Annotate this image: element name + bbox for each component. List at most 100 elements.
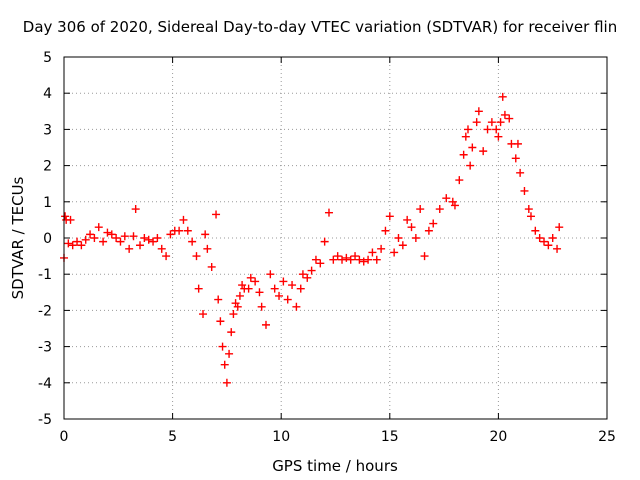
data-point [390,248,399,257]
data-point [218,342,227,351]
data-point [516,168,525,177]
data-point [498,92,507,101]
data-point [233,302,242,311]
data-point [311,255,320,264]
data-point [140,234,149,242]
data-point [136,241,145,250]
data-point [179,215,188,224]
x-tick-label: 25 [598,429,616,445]
data-point [526,212,535,221]
data-point [316,259,325,268]
data-point [429,219,438,228]
data-point [466,161,475,170]
data-point [329,255,338,264]
data-point [266,270,275,279]
data-point [188,237,197,246]
data-point [450,201,459,210]
data-point [246,273,255,282]
chart-title: Day 306 of 2020, Sidereal Day-to-day VTE… [22,18,618,36]
data-point [214,295,223,304]
data-point [492,125,501,134]
data-point [553,244,562,253]
y-tick-label: 1 [43,195,52,211]
data-point [381,226,390,235]
data-point [99,237,108,246]
y-tick-label: -1 [38,267,52,283]
data-point [149,237,158,246]
x-tick-label: 10 [272,429,290,445]
data-point [288,281,297,290]
data-point [144,235,153,244]
data-point [94,223,103,232]
data-point [442,194,451,203]
y-tick-label: 3 [43,122,52,138]
data-point [86,230,95,239]
data-point [275,291,284,300]
data-point [364,255,373,264]
data-point [166,230,175,239]
data-point [407,223,416,232]
data-point [320,237,329,246]
data-point [175,226,184,235]
x-tick-label: 5 [168,429,177,445]
y-axis-label: SDTVAR / TECUs [9,176,27,300]
data-point [459,150,468,159]
data-point [192,252,201,261]
data-point [183,226,192,235]
data-point [225,349,234,358]
data-point [548,234,557,242]
data-point [398,241,407,250]
data-point [255,288,264,297]
data-point [194,284,203,293]
data-point [346,255,355,264]
data-point [77,241,86,250]
data-point [120,232,129,241]
x-axis-label: GPS time / hours [272,457,398,475]
data-point [342,253,351,262]
data-point [416,205,425,214]
data-point [403,215,412,224]
x-tick-label: 15 [381,429,399,445]
data-point [235,291,244,300]
data-point [153,234,162,242]
data-point [435,205,444,214]
data-point [372,255,381,264]
data-point [66,215,75,224]
data-point [157,244,166,253]
data-point [64,239,73,248]
data-point [544,241,553,250]
data-point [229,310,238,319]
data-point [377,244,386,253]
data-point [420,252,429,261]
data-point [257,302,266,311]
data-point [270,284,279,293]
data-point [474,107,483,116]
data-point [116,237,125,246]
data-point [244,284,253,293]
data-point [461,132,470,141]
data-point [355,255,364,264]
data-point [125,244,134,253]
data-point [511,154,520,163]
data-point [479,147,488,156]
y-tick-label: -5 [38,412,52,428]
data-point [500,110,509,119]
data-point [496,118,505,127]
data-point [472,118,481,127]
data-point [385,212,394,221]
data-point [424,226,433,235]
data-point [73,237,82,246]
data-point [61,212,70,221]
data-point [201,230,210,239]
data-point [540,237,549,246]
data-point [338,255,347,264]
data-point [411,234,420,242]
data-point [324,208,333,217]
data-point [494,132,503,141]
data-point [68,241,77,250]
data-point [296,284,305,293]
data-point [129,232,138,241]
axis-ticks: 0 5 10 15 20 25 -5 -4 -3 -2 -1 0 1 2 3 4 5 [38,50,616,445]
y-tick-label: 5 [43,50,52,66]
data-points [60,92,564,387]
